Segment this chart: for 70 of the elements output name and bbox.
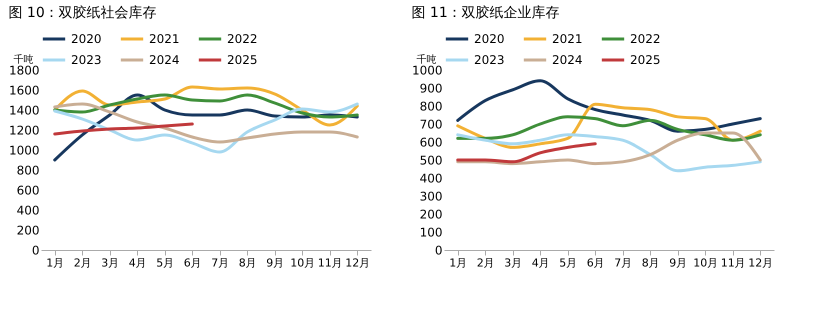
x-tick-label: 12月 [748, 256, 774, 270]
line-series [456, 142, 597, 164]
y-tick-label: 200 [420, 208, 442, 222]
y-tick-label: 100 [420, 226, 442, 240]
y-tick-label: 200 [16, 224, 40, 238]
y-tick-label: 1800 [8, 64, 40, 78]
legend-label: 2022 [630, 32, 661, 46]
y-tick-label: 1400 [8, 104, 40, 118]
y-tick-label: 600 [16, 184, 40, 198]
x-tick-label: 12月 [345, 256, 370, 270]
y-tick-label: 1000 [412, 64, 442, 78]
line-series [456, 79, 762, 133]
x-tick-label: 8月 [642, 256, 660, 270]
y-tick-label: 800 [420, 100, 442, 114]
legend-label: 2020 [474, 32, 505, 46]
x-tick-label: 9月 [266, 256, 284, 270]
x-tick-label: 10月 [290, 256, 316, 270]
legend-label: 2023 [474, 53, 505, 67]
x-tick-label: 5月 [559, 256, 578, 270]
x-tick-label: 8月 [238, 256, 257, 270]
y-tick-label: 1000 [8, 144, 40, 158]
x-tick-label: 6月 [586, 256, 605, 270]
y-axis-title: 千吨 [416, 54, 436, 66]
x-tick-label: 7月 [211, 256, 230, 270]
line-series [456, 115, 762, 142]
x-tick-label: 9月 [669, 256, 688, 270]
x-tick-label: 6月 [184, 256, 202, 270]
x-tick-label: 4月 [532, 256, 550, 270]
x-tick-label: 3月 [504, 256, 522, 270]
x-tick-label: 2月 [476, 256, 495, 270]
x-tick-label: 3月 [101, 256, 120, 270]
legend-label: 2024 [149, 53, 180, 67]
x-tick-label: 10月 [693, 256, 718, 270]
legend-label: 2025 [630, 53, 661, 67]
x-tick-label: 4月 [128, 256, 147, 270]
y-tick-label: 0 [32, 244, 40, 258]
y-tick-label: 900 [420, 82, 442, 96]
x-tick-label: 1月 [46, 256, 64, 270]
y-tick-label: 800 [16, 164, 40, 178]
line-series [53, 102, 359, 144]
legend-label: 2021 [149, 32, 180, 46]
y-tick-label: 0 [434, 244, 442, 258]
y-tick-label: 300 [420, 190, 442, 204]
legend-label: 2020 [71, 32, 102, 46]
chart-title: 图 11：双胶纸企业库存 [411, 5, 560, 21]
y-tick-label: 1200 [8, 124, 40, 138]
y-tick-label: 400 [16, 204, 40, 218]
line-series [53, 94, 359, 118]
x-tick-label: 1月 [449, 256, 468, 270]
line-series [456, 133, 762, 172]
x-tick-label: 11月 [720, 256, 746, 270]
legend-label: 2021 [552, 32, 583, 46]
chart-title: 图 10：双胶纸社会库存 [8, 5, 157, 21]
y-tick-label: 1600 [8, 84, 40, 98]
x-tick-label: 5月 [156, 256, 174, 270]
x-tick-label: 2月 [74, 256, 92, 270]
line-series [456, 132, 762, 166]
x-tick-label: 7月 [614, 256, 632, 270]
legend-label: 2024 [552, 53, 583, 67]
legend-label: 2025 [227, 53, 258, 67]
y-tick-label: 400 [420, 172, 442, 186]
line-series [53, 102, 359, 154]
y-tick-label: 700 [420, 118, 442, 132]
y-tick-label: 500 [420, 154, 442, 168]
line-series [53, 122, 194, 136]
y-tick-label: 600 [420, 136, 442, 150]
legend-label: 2023 [71, 53, 102, 67]
y-axis-title: 千吨 [14, 54, 34, 66]
legend-label: 2022 [227, 32, 258, 46]
x-tick-label: 11月 [318, 256, 343, 270]
